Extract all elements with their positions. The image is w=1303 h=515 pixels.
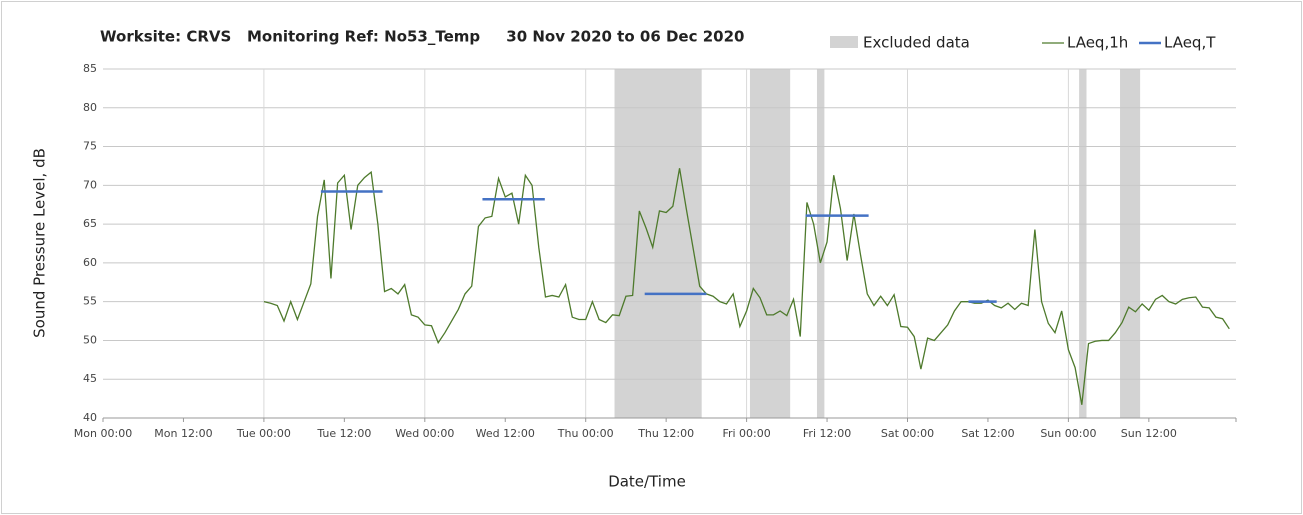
x-tick-label: Wed 00:00 xyxy=(395,427,454,440)
data-line xyxy=(263,168,1230,405)
legend-label: Excluded data xyxy=(863,34,970,52)
y-tick-label: 40 xyxy=(83,411,97,424)
chart-title: Worksite: CRVS Monitoring Ref: No53_Temp… xyxy=(100,28,744,46)
y-tick-label: 50 xyxy=(83,333,97,346)
legend-swatch xyxy=(830,36,858,48)
legend-label: LAeq,1h xyxy=(1067,34,1128,52)
x-tick-label: Wed 12:00 xyxy=(476,427,535,440)
excluded-band xyxy=(816,69,825,418)
y-tick-label: 85 xyxy=(83,62,97,75)
x-tick-label: Thu 12:00 xyxy=(637,427,694,440)
x-tick-label: Fri 00:00 xyxy=(722,427,770,440)
x-axis-label: Date/Time xyxy=(608,473,686,491)
x-tick-label: Mon 00:00 xyxy=(74,427,132,440)
y-tick-label: 65 xyxy=(83,217,97,230)
y-axis-label: Sound Pressure Level, dB xyxy=(31,148,49,338)
x-tick-label: Sun 00:00 xyxy=(1040,427,1096,440)
x-tick-label: Sun 12:00 xyxy=(1121,427,1177,440)
excluded-band xyxy=(1120,69,1141,418)
x-tick-label: Fri 12:00 xyxy=(803,427,851,440)
x-tick-label: Thu 00:00 xyxy=(557,427,614,440)
y-tick-label: 45 xyxy=(83,372,97,385)
excluded-band xyxy=(749,69,791,418)
x-tick-label: Tue 12:00 xyxy=(316,427,371,440)
y-tick-label: 75 xyxy=(83,140,97,153)
excluded-band xyxy=(1079,69,1087,418)
legend-label: LAeq,T xyxy=(1164,34,1216,52)
excluded-band xyxy=(614,69,702,418)
x-tick-label: Sat 12:00 xyxy=(961,427,1014,440)
x-tick-label: Tue 00:00 xyxy=(236,427,291,440)
y-tick-label: 70 xyxy=(83,178,97,191)
y-tick-label: 55 xyxy=(83,295,97,308)
y-tick-label: 80 xyxy=(83,101,97,114)
x-tick-label: Mon 12:00 xyxy=(154,427,212,440)
y-tick-label: 60 xyxy=(83,256,97,269)
x-tick-label: Sat 00:00 xyxy=(881,427,934,440)
